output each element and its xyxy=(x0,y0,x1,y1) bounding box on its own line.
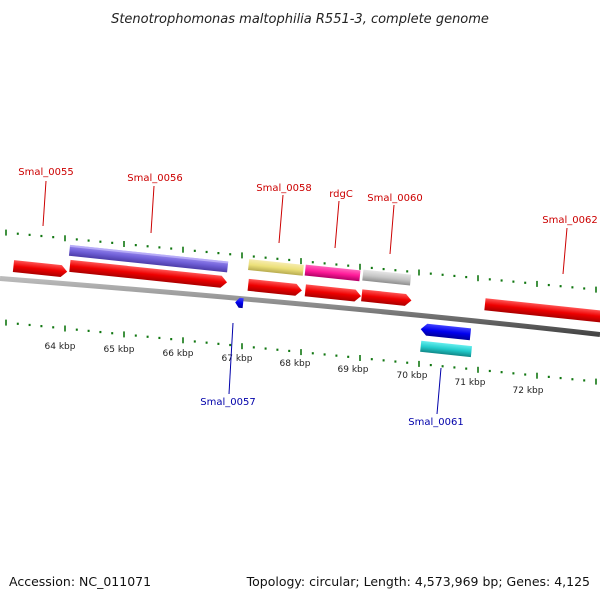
gene-label-smal-0060[interactable]: Smal_0060 xyxy=(367,193,422,204)
kbp-label-group: 64 kbp 65 kbp 66 kbp 67 kbp 68 kbp 69 kb… xyxy=(45,342,544,396)
leader-line xyxy=(562,227,568,275)
kbp-label: 64 kbp xyxy=(45,342,76,352)
gene-smal-0056-arrow[interactable] xyxy=(69,259,228,288)
gene-smal-0062-arrow[interactable] xyxy=(484,298,600,324)
kbp-label: 69 kbp xyxy=(338,365,369,375)
leader-line xyxy=(278,194,284,244)
kbp-label: 72 kbp xyxy=(513,386,544,396)
gene-smal-0061-arrow[interactable] xyxy=(420,323,472,341)
gene-rdgc-arrow[interactable] xyxy=(304,284,362,302)
gene-label-smal-0058[interactable]: Smal_0058 xyxy=(256,183,311,194)
kbp-label: 68 kbp xyxy=(280,359,311,369)
accession-text: Accession: NC_011071 xyxy=(9,574,151,589)
gene-label-smal-0061[interactable]: Smal_0061 xyxy=(408,417,463,428)
genome-summary-text: Topology: circular; Length: 4,573,969 bp… xyxy=(246,574,590,589)
gray-feature-bar[interactable] xyxy=(362,269,412,286)
cyan-feature-bar[interactable] xyxy=(420,340,473,358)
leader-line xyxy=(334,200,340,249)
kbp-label: 67 kbp xyxy=(222,354,253,364)
genome-backbone xyxy=(0,276,600,337)
gene-label-smal-0056[interactable]: Smal_0056 xyxy=(127,173,182,184)
gene-smal-0060-arrow[interactable] xyxy=(361,289,412,306)
leader-line xyxy=(150,185,155,234)
kbp-label: 70 kbp xyxy=(397,371,428,381)
map-title: Stenotrophomonas maltophilia R551-3, com… xyxy=(111,12,489,27)
purple-feature-bar-highlight xyxy=(69,244,229,264)
leader-line xyxy=(436,367,442,415)
kbp-label: 66 kbp xyxy=(163,349,194,359)
purple-feature-bar[interactable] xyxy=(68,244,229,273)
outer-tick-track xyxy=(5,229,597,293)
gene-smal-0058-arrow[interactable] xyxy=(247,278,303,297)
kbp-label: 71 kbp xyxy=(455,378,486,388)
yellow-feature-bar[interactable] xyxy=(248,259,304,276)
kbp-label: 65 kbp xyxy=(104,345,135,355)
gene-label-smal-0062[interactable]: Smal_0062 xyxy=(542,215,597,226)
leader-line xyxy=(42,180,47,227)
inner-tick-track xyxy=(5,319,597,385)
gene-smal-0057-arrow[interactable] xyxy=(235,297,244,309)
gene-label-smal-0055[interactable]: Smal_0055 xyxy=(18,167,73,178)
gene-smal-0055-arrow[interactable] xyxy=(12,260,68,278)
gene-label-smal-0057[interactable]: Smal_0057 xyxy=(200,397,255,408)
gene-labels: Smal_0055 Smal_0056 Smal_0058 rdgC Smal_… xyxy=(18,167,597,428)
leader-line xyxy=(228,322,234,395)
gene-label-rdgc[interactable]: rdgC xyxy=(329,189,353,200)
leader-line xyxy=(389,204,395,255)
magenta-feature-bar[interactable] xyxy=(304,264,361,282)
